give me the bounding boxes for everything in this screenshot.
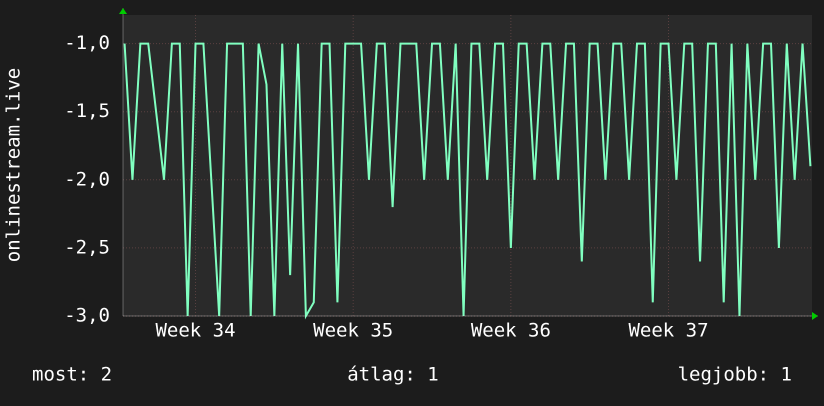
y-tick-label: -2,5 bbox=[64, 236, 110, 258]
x-tick-label: Week 36 bbox=[471, 320, 551, 342]
x-tick-label: Week 37 bbox=[628, 320, 708, 342]
axis-arrow bbox=[812, 312, 818, 320]
data-line bbox=[123, 42, 812, 320]
axis-arrow bbox=[119, 8, 127, 14]
stat-current: most: 2 bbox=[32, 364, 112, 386]
stat-best: legjobb: 1 bbox=[678, 364, 792, 386]
x-tick-label: Week 34 bbox=[155, 320, 235, 342]
y-tick-label: -1,0 bbox=[64, 32, 110, 54]
y-tick-label: -3,0 bbox=[64, 305, 110, 327]
stat-average: átlag: 1 bbox=[347, 364, 439, 386]
x-tick-label: Week 35 bbox=[313, 320, 393, 342]
y-tick-label: -2,0 bbox=[64, 168, 110, 190]
y-axis-label: onlinestream.live bbox=[3, 68, 25, 262]
y-tick-label: -1,5 bbox=[64, 100, 110, 122]
